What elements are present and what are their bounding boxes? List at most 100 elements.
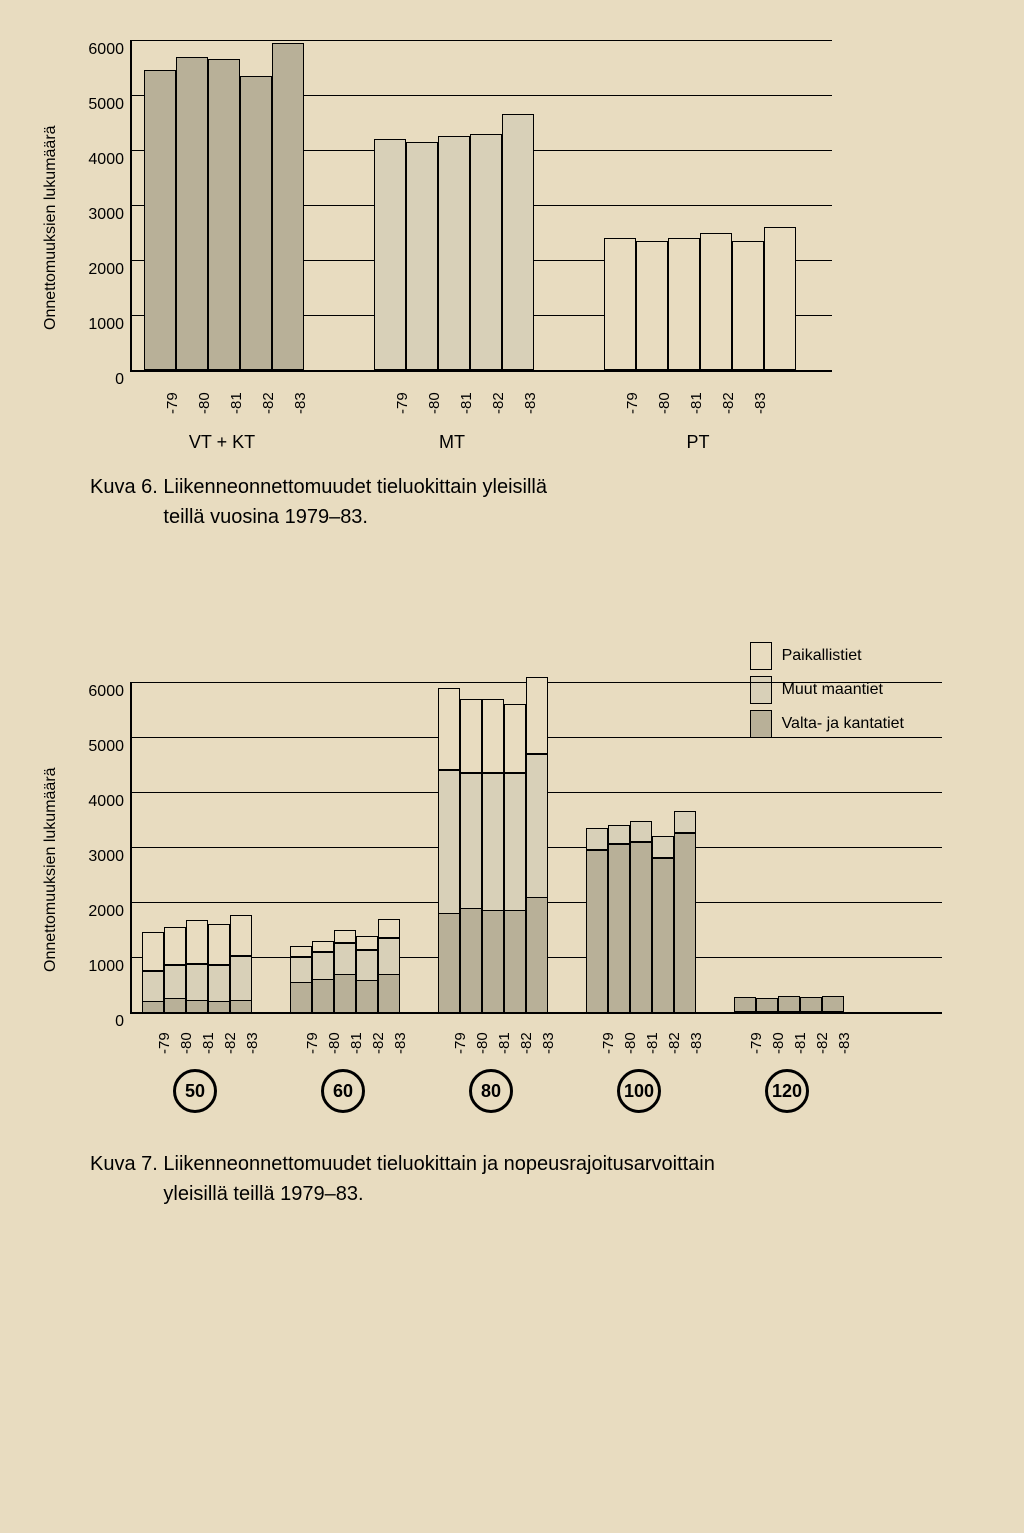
- chart1-bar: [502, 114, 534, 370]
- chart1-year-label: -80: [196, 392, 213, 414]
- chart2-bar-segment: [230, 956, 252, 1000]
- chart2-bar-segment: [526, 754, 548, 897]
- chart2-year-label: -83: [392, 1032, 409, 1054]
- chart1-ytick: 2000: [88, 261, 124, 279]
- chart2-bar-segment: [504, 773, 526, 911]
- chart2-bar: [460, 699, 482, 1013]
- caption-line2: teillä vuosina 1979–83.: [163, 506, 368, 528]
- chart2-bar: [674, 811, 696, 1012]
- chart2-year-label: -83: [688, 1032, 705, 1054]
- chart1-bar: [240, 76, 272, 370]
- speed-sign-50: 50: [173, 1069, 217, 1113]
- chart-1: Onnettomuuksien lukumäärä 01000200030004…: [50, 40, 974, 532]
- chart2-year-label: -79: [748, 1032, 765, 1054]
- chart2-bar: [378, 919, 400, 1013]
- chart2-ytick: 4000: [88, 793, 124, 811]
- chart2-bar-segment: [438, 913, 460, 1012]
- chart1-year-label: -83: [522, 392, 539, 414]
- chart1-year-label: -82: [720, 392, 737, 414]
- chart1-ylabel: Onnettomuuksien lukumäärä: [42, 125, 60, 330]
- chart1-group-labels: VT + KTMTPT: [130, 432, 974, 462]
- chart2-bar: [230, 915, 252, 1012]
- chart2-bar-segment: [334, 943, 356, 973]
- chart1-year-label: -81: [458, 392, 475, 414]
- chart2-bar-segment: [482, 699, 504, 773]
- chart2-year-label: -79: [304, 1032, 321, 1054]
- speed-sign-100: 100: [617, 1069, 661, 1113]
- legend-label: Paikallistiet: [782, 647, 862, 665]
- chart2-ytick: 3000: [88, 848, 124, 866]
- speed-sign-120: 120: [765, 1069, 809, 1113]
- chart2-ytick: 0: [115, 1013, 124, 1031]
- chart2-bar-segment: [208, 924, 230, 965]
- chart2-year-label: -79: [600, 1032, 617, 1054]
- chart1-ytick: 1000: [88, 316, 124, 334]
- chart2-bar-segment: [504, 910, 526, 1012]
- chart2-year-label: -80: [474, 1032, 491, 1054]
- chart2-xlabels: -79-80-81-82-83-79-80-81-82-83-79-80-81-…: [130, 1014, 974, 1069]
- speed-sign-80: 80: [469, 1069, 513, 1113]
- chart2-bar-segment: [460, 908, 482, 1013]
- chart2-year-label: -79: [452, 1032, 469, 1054]
- chart2-bar: [800, 997, 822, 1012]
- chart2-bar: [186, 920, 208, 1012]
- chart2-bar-segment: [356, 950, 378, 980]
- chart1-bar: [700, 233, 732, 371]
- chart2-bar-segment: [356, 936, 378, 950]
- chart2-bar-segment: [586, 828, 608, 850]
- chart2-bar-segment: [356, 980, 378, 1012]
- chart2-bar-segment: [378, 974, 400, 1013]
- chart2-year-label: -81: [644, 1032, 661, 1054]
- chart2-bar-segment: [230, 915, 252, 956]
- chart1-bar: [604, 238, 636, 370]
- chart2-bar-segment: [674, 833, 696, 1012]
- chart2-year-label: -80: [770, 1032, 787, 1054]
- chart2-year-label: -81: [200, 1032, 217, 1054]
- chart2-bar-segment: [312, 941, 334, 952]
- chart2-bar-segment: [164, 965, 186, 998]
- chart2-bar: [312, 941, 334, 1013]
- chart2-bar-segment: [526, 897, 548, 1013]
- chart2-bar: [142, 932, 164, 1012]
- chart1-caption: Kuva 6. Liikenneonnettomuudet tieluokitt…: [90, 472, 974, 532]
- chart2-bar-segment: [290, 982, 312, 1012]
- chart2-bar-segment: [142, 1001, 164, 1012]
- chart2-bar-segment: [142, 932, 164, 971]
- chart1-year-label: -83: [292, 392, 309, 414]
- chart2-bar-segment: [186, 1000, 208, 1012]
- chart2-bar-segment: [756, 998, 778, 1012]
- chart1-ytick: 3000: [88, 206, 124, 224]
- chart2-year-label: -82: [222, 1032, 239, 1054]
- chart2-bar-segment: [378, 938, 400, 974]
- chart1-bar: [668, 238, 700, 370]
- chart2-ytick: 5000: [88, 738, 124, 756]
- chart1-bars: [132, 40, 832, 370]
- chart2-bar: [734, 997, 756, 1012]
- chart2-year-label: -81: [792, 1032, 809, 1054]
- chart1-plot: 0100020003000400050006000: [130, 40, 832, 372]
- chart1-bar: [406, 142, 438, 370]
- chart1-ytick: 4000: [88, 151, 124, 169]
- chart2-bar: [290, 946, 312, 1012]
- chart2-bar-segment: [800, 997, 822, 1012]
- legend-swatch: [750, 642, 772, 670]
- speed-sign-60: 60: [321, 1069, 365, 1113]
- chart2-bar-segment: [208, 965, 230, 1001]
- caption-prefix: Kuva 6.: [90, 476, 158, 498]
- chart2-year-label: -79: [156, 1032, 173, 1054]
- chart2-bar-segment: [482, 773, 504, 911]
- chart2-bar-segment: [378, 919, 400, 938]
- chart2-bar-segment: [164, 927, 186, 966]
- chart1-bar: [636, 241, 668, 370]
- chart2-bar-segment: [334, 974, 356, 1013]
- caption-line1: Liikenneonnettomuudet tieluokittain ylei…: [163, 476, 547, 498]
- chart2-ytick: 2000: [88, 903, 124, 921]
- chart2-bar: [504, 704, 526, 1012]
- chart1-bar: [272, 43, 304, 370]
- chart2-bar-segment: [460, 699, 482, 773]
- chart2-year-label: -82: [814, 1032, 831, 1054]
- chart1-ytick: 5000: [88, 96, 124, 114]
- chart1-bar: [764, 227, 796, 370]
- chart2-bar-segment: [630, 842, 652, 1013]
- chart2-bar: [778, 996, 800, 1013]
